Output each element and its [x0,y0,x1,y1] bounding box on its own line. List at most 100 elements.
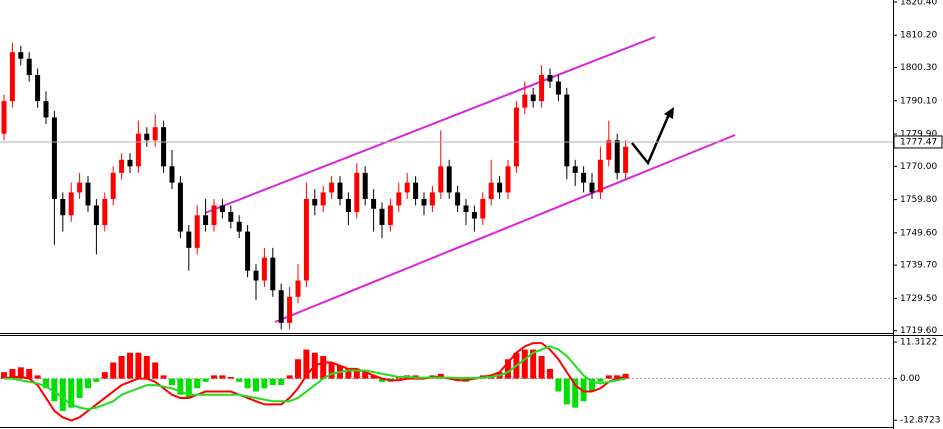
histogram-bar [135,352,142,379]
candle-body [152,127,158,141]
histogram-bar [572,378,579,408]
y-tick-label: 1719.60 [900,326,937,336]
candle-body [18,52,24,59]
candle-body [471,211,477,219]
candle-body [144,133,150,141]
histogram-bar [118,356,125,379]
histogram-bar [605,375,612,379]
histogram-bar [328,362,335,379]
histogram-bar [253,378,259,392]
histogram-bar [244,378,251,389]
histogram-bar [345,368,352,379]
channel-line [274,134,736,323]
candle-body [513,107,519,167]
histogram-bar [202,378,209,382]
macd-line [3,342,626,422]
candle-body [539,75,545,102]
candle-body [102,198,108,226]
candle-body [26,58,32,76]
candle-body [203,215,209,226]
candle-body [236,221,242,232]
histogram-bar [286,375,293,379]
histogram-bar [185,378,192,398]
histogram-bar [303,349,310,379]
histogram-bar [353,368,360,379]
histogram-bar [227,376,234,379]
last-price-box [893,135,943,149]
candle-body [337,182,343,199]
y-tick-label: 11.3122 [900,338,937,348]
y-tick-label: 0.00 [900,374,920,384]
histogram-bar [26,368,33,379]
candle-body [581,172,587,183]
histogram-bar [614,375,621,379]
candle-body [320,192,326,206]
y-tick-label: 1779.90 [900,130,937,140]
histogram-bar [379,378,385,382]
y-tick-label: 1820.40 [900,0,937,7]
histogram-bar [34,375,41,379]
histogram-bar [269,378,276,386]
histogram-bar [563,378,570,405]
histogram-bar [169,378,175,386]
candle-body [371,198,377,209]
candle-body [135,133,141,167]
candle-body [312,198,318,206]
histogram-bar [278,378,285,386]
candle-body [68,192,74,216]
histogram-bar [320,356,327,379]
candle-body [530,94,536,102]
arrow-head [664,107,674,119]
histogram-bar [219,375,226,379]
histogram-bar [530,349,537,379]
candle-body [278,290,284,323]
candle-body [555,81,561,95]
candle-body [1,101,7,134]
candle-body [396,192,402,206]
candle-body [387,205,393,226]
histogram-bar [9,368,16,379]
candle-body [522,94,528,108]
histogram-bar [1,372,7,379]
candle-body [421,198,427,206]
candle-body [211,205,217,226]
y-tick-label: 1810.20 [900,31,937,41]
candle-body [77,182,83,193]
histogram-bar [505,359,511,379]
histogram-bar [362,372,369,379]
histogram-bar [152,362,159,379]
histogram-bar [76,378,83,398]
candle-body [35,75,41,102]
y-tick-label: 1749.60 [900,228,937,238]
candle-body [354,172,360,212]
candle-body [606,140,612,160]
candle-body [93,205,99,226]
candle-body [413,182,419,199]
histogram-bar [580,378,587,402]
candle-body [623,146,629,173]
candle-body [404,182,410,193]
histogram-bar [211,375,217,379]
candle-body [446,166,452,193]
candle-body [303,198,309,281]
candle-body [497,182,503,193]
histogram-bar [370,375,377,379]
histogram-bar [59,378,66,411]
candle-body [455,192,461,206]
histogram-bar [622,373,629,379]
candle-body [287,296,293,323]
y-tick-label: 1759.80 [900,195,937,205]
candle-body [60,198,66,216]
last-price-label: 1777.47 [900,137,937,147]
histogram-bar [521,349,528,379]
candle-body [261,257,267,281]
histogram-bar [597,378,604,382]
histogram-bar [160,375,167,379]
candle-body [85,182,91,206]
histogram-bar [93,378,100,382]
candle-body [219,205,225,212]
candle-body [572,166,578,173]
histogram-bar [547,368,553,379]
